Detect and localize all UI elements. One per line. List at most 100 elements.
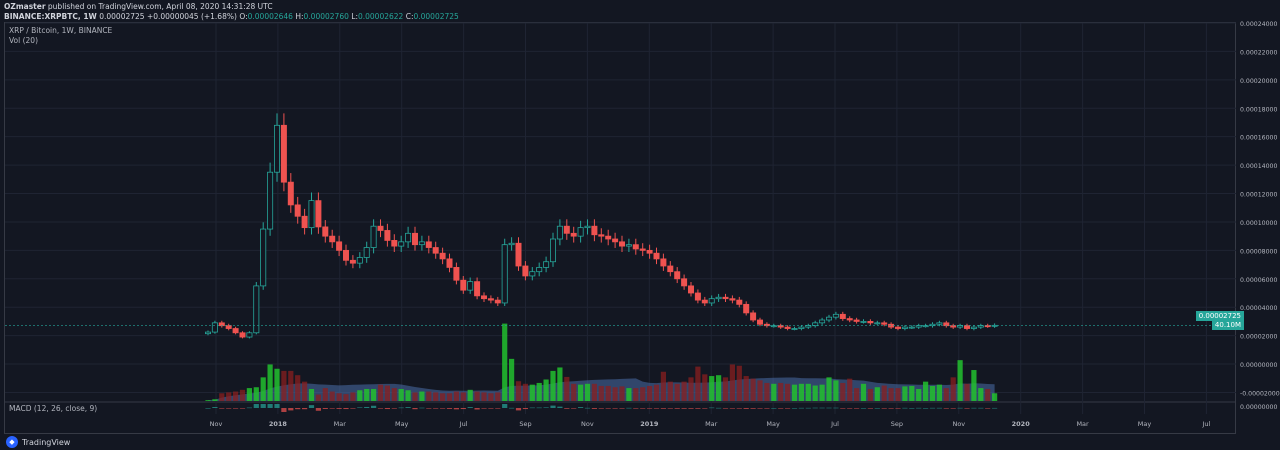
candle-body xyxy=(384,230,391,241)
candle-body xyxy=(984,325,991,328)
candle-body xyxy=(688,285,695,294)
macd-bar xyxy=(433,408,439,409)
macd-bar xyxy=(847,408,853,409)
candle-body xyxy=(460,279,467,291)
volume-bar xyxy=(515,381,522,401)
price-tick-label: 0.00000000 xyxy=(1240,362,1277,369)
macd-bar xyxy=(488,408,494,409)
price-tick-label: 0.00002000 xyxy=(1240,334,1277,341)
price-tick-label: 0.00012000 xyxy=(1240,192,1277,199)
macd-bar xyxy=(895,408,901,409)
tradingview-logo-icon[interactable]: ◆ xyxy=(6,436,18,448)
candle-body xyxy=(701,299,708,304)
volume-bar xyxy=(350,392,356,401)
candle-body xyxy=(536,267,543,273)
volume-bar xyxy=(895,388,901,401)
candle-body xyxy=(398,241,405,247)
volume-bar xyxy=(564,376,570,401)
volume-bar xyxy=(481,392,487,401)
candle-body xyxy=(895,326,902,329)
macd-bar xyxy=(992,407,998,409)
macd-bar xyxy=(902,407,908,409)
candle-body xyxy=(619,241,626,247)
macd-bar xyxy=(909,408,915,409)
candle-body xyxy=(370,225,377,248)
candle-body xyxy=(667,265,674,273)
candle-body xyxy=(225,325,232,329)
volume-bar xyxy=(929,385,936,401)
macd-bar xyxy=(578,407,584,408)
candle-body xyxy=(204,331,211,335)
price-tick-label: 0.00014000 xyxy=(1240,163,1277,170)
volume-bar xyxy=(653,384,660,401)
macd-bar xyxy=(826,407,832,409)
candle-body xyxy=(605,235,612,240)
volume-bar xyxy=(909,385,915,401)
candle-body xyxy=(646,249,653,254)
macd-bar xyxy=(253,404,259,408)
macd-legend[interactable]: MACD (12, 26, close, 9) xyxy=(9,404,98,413)
candle-body xyxy=(632,244,639,250)
candle-body xyxy=(681,278,688,287)
candle-body xyxy=(411,232,418,246)
macd-bar xyxy=(695,408,701,409)
volume-bar xyxy=(854,388,860,401)
volume-bar xyxy=(916,388,922,401)
candle-body xyxy=(805,325,812,328)
volume-bar xyxy=(426,391,432,401)
volume-bar xyxy=(640,387,646,401)
volume-bar xyxy=(860,383,867,401)
volume-bar xyxy=(315,394,321,401)
volume-bar xyxy=(267,364,273,401)
candle-body xyxy=(446,258,453,268)
candle-body xyxy=(322,226,329,237)
volume-legend[interactable]: Vol (20) xyxy=(9,36,39,45)
macd-bar xyxy=(736,408,742,409)
volume-bar xyxy=(978,388,984,401)
candle-body xyxy=(757,319,764,325)
candle-body xyxy=(439,252,446,260)
volume-bar xyxy=(281,370,287,401)
macd-bar xyxy=(226,408,232,409)
volume-bar xyxy=(246,388,252,401)
volume-bar xyxy=(343,394,349,401)
volume-bar xyxy=(674,383,680,401)
low-label: L: xyxy=(351,12,358,21)
time-tick-label: Nov xyxy=(581,420,594,428)
candle-body xyxy=(577,227,584,237)
macd-bar xyxy=(315,408,321,411)
macd-bar xyxy=(405,407,411,408)
candle-body xyxy=(287,181,294,206)
author-name[interactable]: OZmaster xyxy=(4,2,46,11)
symbol-label: BINANCE:XRPBTC, 1W xyxy=(4,12,97,21)
main-series-legend[interactable]: XRP / Bitcoin, 1W, BINANCE xyxy=(9,26,113,35)
time-tick-label: Jul xyxy=(459,420,468,428)
macd-bar xyxy=(916,407,922,409)
price-tick-label: -0.00002000 xyxy=(1240,390,1280,397)
candle-body xyxy=(349,259,356,264)
macd-bar xyxy=(371,405,377,408)
macd-bar xyxy=(716,407,722,409)
candle-body xyxy=(474,281,481,297)
candle-body xyxy=(770,325,777,328)
candle-body xyxy=(798,326,805,329)
candle-body xyxy=(432,247,439,254)
volume-bar xyxy=(219,393,225,401)
candle-body xyxy=(218,322,225,327)
candle-body xyxy=(329,235,336,243)
macd-bar xyxy=(364,406,370,408)
candle-body xyxy=(211,322,218,333)
candle-body xyxy=(529,271,536,277)
volume-bar xyxy=(571,383,577,401)
volume-bar xyxy=(205,400,211,401)
macd-bar xyxy=(633,408,639,409)
brand-label[interactable]: TradingView xyxy=(22,437,71,447)
price-tick-label: 0.00022000 xyxy=(1240,49,1277,56)
macd-bar xyxy=(860,408,867,409)
candle-body xyxy=(819,319,826,324)
candle-body xyxy=(612,238,619,243)
macd-bar xyxy=(495,408,501,409)
volume-bar xyxy=(612,387,618,401)
volume-bar xyxy=(474,391,480,401)
